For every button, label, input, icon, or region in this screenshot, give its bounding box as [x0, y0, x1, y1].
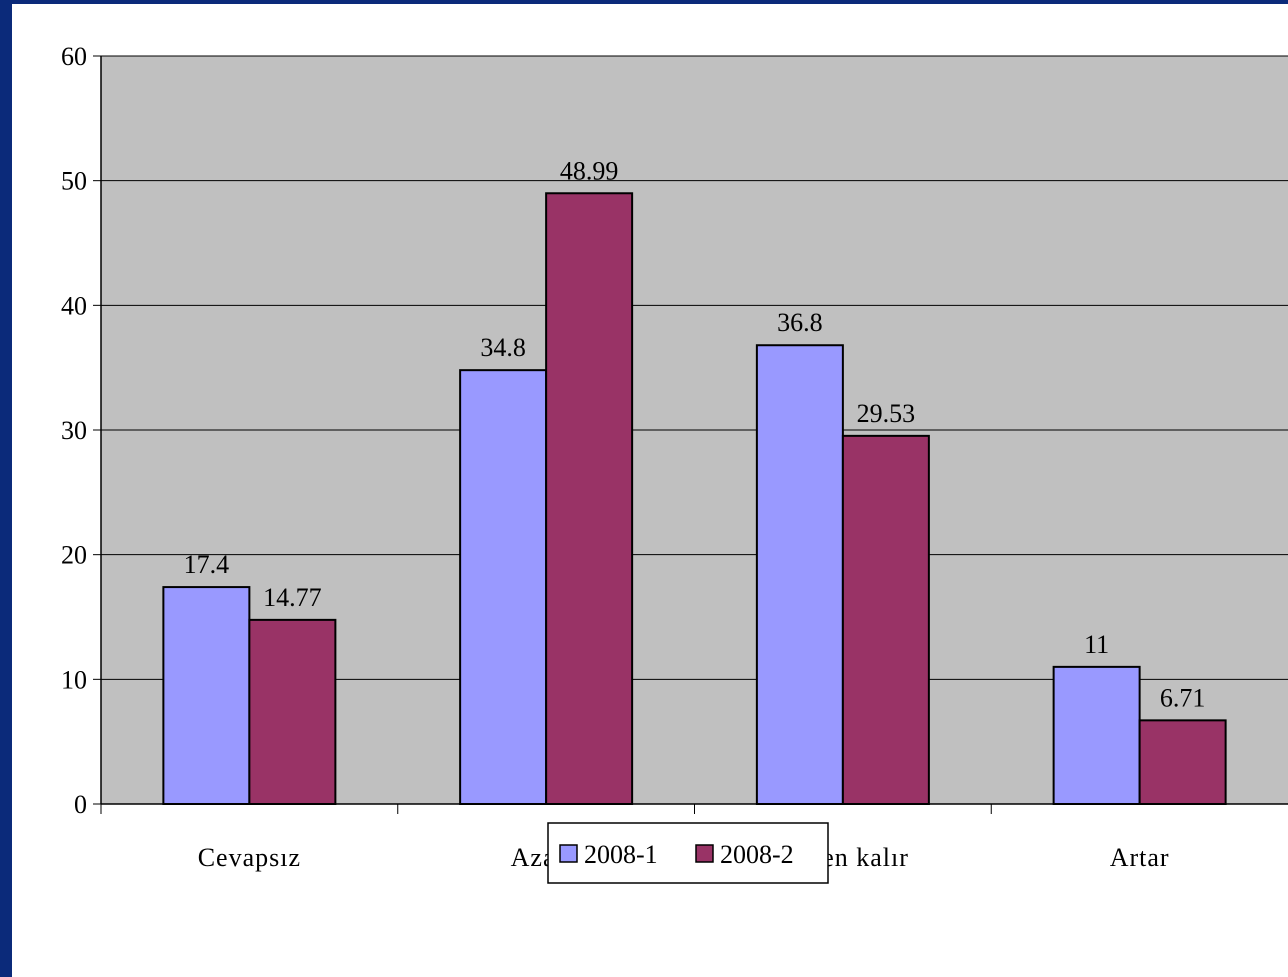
data-label: 29.53	[857, 399, 916, 428]
bar-2008-2-Aynen kalır	[841, 434, 930, 805]
legend-swatch-2008-2	[695, 844, 714, 863]
legend-box	[547, 822, 829, 884]
bar-2008-1-Artar	[1052, 665, 1141, 805]
legend-swatch-2008-1	[559, 844, 578, 863]
data-label: 14.77	[263, 583, 322, 612]
y-tick-label: 0	[74, 790, 87, 819]
y-tick-label: 10	[61, 665, 87, 694]
bar-2008-2-Azalır	[545, 192, 634, 805]
chart-frame: 0 10 20 30 40 50 60 17.4 14.77 Cevapsız 34.8 48.99 A…	[12, 4, 1288, 977]
category-label: Cevapsız	[198, 843, 301, 872]
y-tick-label: 50	[61, 167, 87, 196]
category-label: Artar	[1110, 843, 1170, 872]
bar-2008-1-Cevapsız	[162, 586, 251, 806]
legend-label-2008-2: 2008-2	[720, 840, 794, 869]
data-label: 48.99	[560, 156, 619, 185]
bar-chart: 0 10 20 30 40 50 60 17.4 14.77 Cevapsız 34.8 48.99 A…	[61, 42, 1288, 884]
bar-2008-1-Aynen kalır	[755, 344, 844, 805]
bar-2008-2-Cevapsız	[248, 618, 337, 805]
y-tick-label: 30	[61, 416, 87, 445]
y-tick-label: 60	[61, 42, 87, 71]
data-label: 6.71	[1160, 683, 1206, 712]
data-label: 17.4	[184, 550, 230, 579]
data-label: 11	[1084, 630, 1109, 659]
y-tick-label: 40	[61, 291, 87, 320]
legend-label-2008-1: 2008-1	[584, 840, 658, 869]
bar-2008-2-Artar	[1138, 719, 1227, 806]
data-label: 34.8	[480, 333, 526, 362]
y-tick-label: 20	[61, 541, 87, 570]
bar-2008-1-Azalır	[459, 369, 548, 805]
data-label: 36.8	[777, 308, 823, 337]
